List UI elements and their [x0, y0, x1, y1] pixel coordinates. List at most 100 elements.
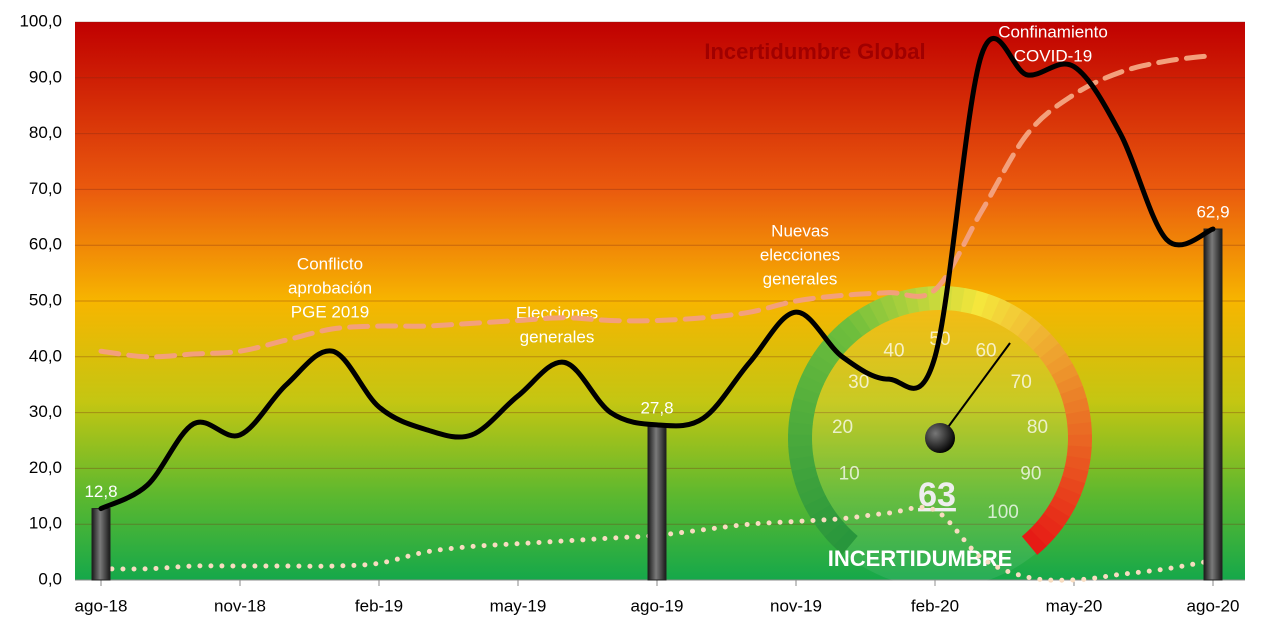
data-label: 27,8: [640, 398, 673, 417]
data-label: 12,8: [84, 482, 117, 501]
gauge-arc: [801, 362, 829, 385]
bar: [1203, 228, 1223, 581]
y-tick-label: 100,0: [19, 11, 62, 30]
gauge-arc: [980, 293, 1001, 321]
gauge-arc: [1036, 513, 1063, 538]
x-tick-label: feb-20: [911, 596, 959, 615]
gauge-arc: [1058, 476, 1086, 496]
gauge-arc: [824, 520, 851, 547]
gauge-tick-label: 80: [1027, 417, 1048, 438]
gauge-arc: [1066, 445, 1092, 460]
gauge-arc: [813, 342, 841, 367]
gauge-arc: [879, 293, 900, 321]
gauge-arc: [788, 444, 814, 460]
gauge-arc: [788, 421, 813, 436]
x-tick-label: nov-19: [770, 596, 822, 615]
gauge-arc: [1065, 409, 1092, 426]
gauge-tick-label: 30: [848, 372, 869, 393]
gauge-arc: [1060, 386, 1087, 405]
gauge-arc: [797, 374, 824, 395]
x-tick-label: ago-20: [1187, 596, 1240, 615]
x-tick-label: feb-19: [355, 596, 403, 615]
gauge-arc: [798, 485, 826, 507]
gauge-arc: [832, 528, 858, 555]
gauge-arc: [838, 316, 863, 343]
x-tick-label: nov-18: [214, 596, 266, 615]
gauge-arc: [1025, 325, 1051, 351]
gauge-arc: [868, 298, 890, 326]
gauge-arc: [1067, 422, 1092, 436]
gauge-label: INCERTIDUMBRE: [828, 546, 1013, 571]
y-tick-label: 50,0: [29, 290, 62, 309]
gauge-arc: [816, 512, 843, 538]
annotation: PGE 2019: [291, 302, 369, 321]
y-tick-label: 80,0: [29, 123, 62, 142]
gauge-arc: [1056, 374, 1084, 395]
x-tick-label: ago-19: [631, 596, 684, 615]
y-tick-label: 20,0: [29, 458, 62, 477]
gauge-arc: [807, 352, 835, 376]
y-tick-label: 0,0: [38, 569, 62, 588]
gauge-tick-label: 40: [883, 340, 904, 361]
gauge-arc: [1029, 521, 1056, 547]
line-series: [98, 504, 1216, 583]
line-series: [98, 35, 1216, 512]
chart-title: Incertidumbre Global: [704, 39, 925, 64]
gauge-arc: [789, 455, 816, 472]
y-tick-label: 30,0: [29, 402, 62, 421]
y-tick-label: 60,0: [29, 235, 62, 254]
gauge-arc: [803, 494, 831, 518]
gauge-arc: [847, 309, 872, 337]
gauge-arc: [950, 286, 966, 312]
annotation: COVID-19: [1014, 46, 1092, 65]
gauge-arc: [1051, 363, 1079, 386]
annotation: elecciones: [760, 245, 840, 264]
gauge-hub: [925, 423, 955, 453]
data-label: 62,9: [1196, 203, 1229, 222]
gauge-arc: [960, 288, 978, 314]
gauge-arc: [791, 465, 818, 484]
gauge-arc: [829, 324, 855, 351]
gauge-arc: [1046, 353, 1073, 376]
gauge-arc: [1054, 485, 1081, 507]
gauge-arc: [1008, 310, 1033, 337]
y-tick-label: 40,0: [29, 346, 62, 365]
gauge-arc: [1033, 333, 1060, 359]
gauge-arc: [1021, 528, 1047, 555]
annotation: Confinamiento: [998, 22, 1108, 41]
gauge-arc: [788, 409, 815, 425]
annotation: Conflicto: [297, 254, 363, 273]
gauge-arc: [1043, 504, 1070, 528]
gauge-tick-label: 70: [1011, 372, 1032, 393]
gauge-arc: [790, 397, 817, 415]
bar: [647, 424, 667, 581]
gauge-arc: [1064, 455, 1091, 472]
y-tick-label: 70,0: [29, 179, 62, 198]
annotation: aprobación: [288, 278, 372, 297]
gauge-arc: [970, 290, 990, 317]
x-tick-label: may-19: [490, 596, 547, 615]
y-tick-label: 10,0: [29, 514, 62, 533]
gauge-arc: [1061, 465, 1089, 484]
gauge-arc: [1039, 343, 1067, 367]
bar: [91, 508, 111, 581]
x-tick-label: may-20: [1046, 596, 1103, 615]
gauge-arc: [857, 303, 881, 331]
line-series: [98, 52, 1216, 360]
gauge-arc: [903, 287, 920, 314]
gauge-tick-label: 20: [832, 417, 853, 438]
gauge-arc: [891, 290, 910, 317]
gauge-tick-label: 10: [839, 464, 860, 485]
gauge-arc: [1048, 495, 1076, 518]
gauge-tick-label: 100: [987, 502, 1019, 523]
gauge-needle: [939, 342, 1011, 439]
gauge-arc: [999, 303, 1023, 331]
gauge-arc: [793, 385, 820, 405]
y-tick-label: 90,0: [29, 67, 62, 86]
gauge-arc: [1063, 397, 1090, 415]
gauge-arc: [990, 298, 1012, 326]
x-tick-label: ago-18: [75, 596, 128, 615]
gauge-arc: [1017, 317, 1043, 344]
